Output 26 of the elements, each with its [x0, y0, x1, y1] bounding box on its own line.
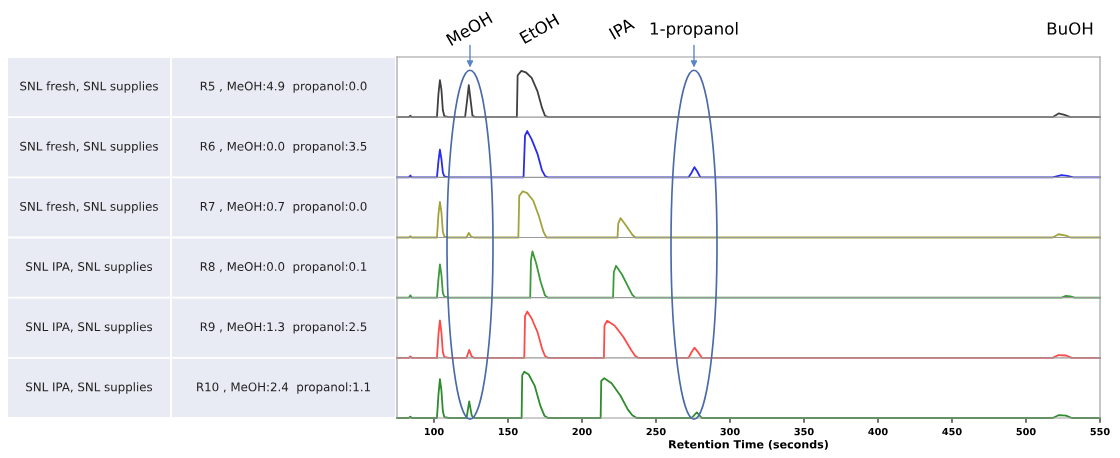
text: R5 , MeOH:4.9 propanol:0.0: [200, 81, 367, 93]
text: SNL fresh, SNL supplies: [20, 81, 158, 93]
x-tick-label: 400: [868, 427, 888, 436]
text: R9 , MeOH:1.3 propanol:2.5: [200, 322, 367, 334]
x-tick-label: 450: [942, 427, 962, 436]
x-axis-title: Retention Time (seconds): [669, 439, 828, 450]
text: R8 , MeOH:0.0 propanol:0.1: [200, 261, 367, 274]
text: IPA: [608, 17, 636, 40]
x-tick-label: 350: [794, 427, 814, 436]
text: R6 , MeOH:0.0 propanol:3.5: [200, 141, 367, 153]
x-tick-label: 150: [498, 427, 518, 436]
x-tick-label: 300: [720, 427, 740, 436]
text: R7 , MeOH:0.7 propanol:0.0: [200, 201, 367, 214]
text: R10 , MeOH:2.4 propanol:1.1: [197, 382, 370, 394]
x-tick-label: 500: [1016, 427, 1036, 436]
text: SNL fresh, SNL supplies: [20, 141, 158, 153]
text: SNL fresh, SNL supplies: [20, 201, 158, 214]
text: SNL IPA, SNL supplies: [26, 322, 153, 334]
x-tick-label: 250: [646, 427, 666, 436]
x-tick-label: 550: [1090, 427, 1110, 436]
x-tick-label: 200: [572, 427, 592, 436]
x-tick-label: 100: [424, 427, 444, 436]
text: 1-propanol: [650, 21, 738, 39]
text: SNL IPA, SNL supplies: [26, 382, 153, 394]
text: BuOH: [1047, 22, 1093, 35]
text: SNL IPA, SNL supplies: [26, 261, 153, 274]
